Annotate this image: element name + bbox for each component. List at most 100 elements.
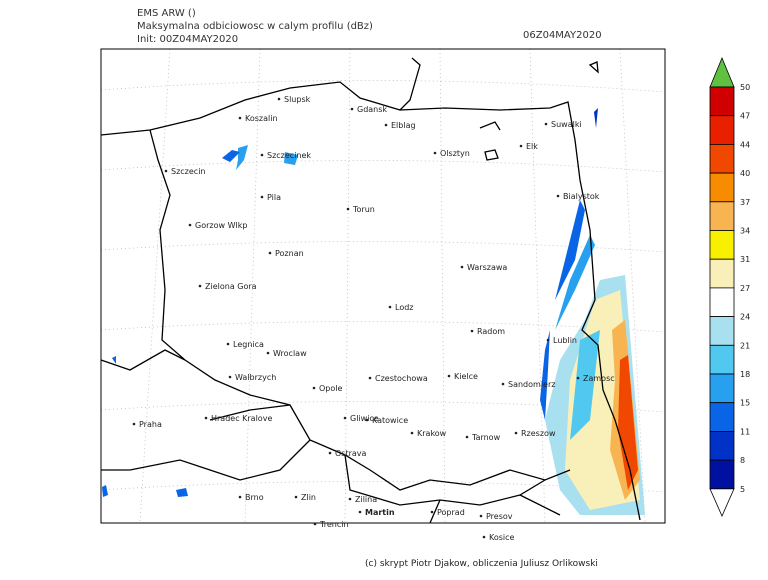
city-label: Gdansk bbox=[357, 105, 387, 114]
city-label: Lublin bbox=[553, 336, 577, 345]
colorbar-tick-label: 37 bbox=[740, 198, 750, 207]
city-dot bbox=[266, 351, 270, 355]
city-dot bbox=[328, 451, 332, 455]
city-label: Szczecinek bbox=[267, 151, 311, 160]
city-label: Suwalki bbox=[551, 120, 582, 129]
city-dot bbox=[501, 382, 505, 386]
city-dot bbox=[514, 431, 518, 435]
city-dot bbox=[132, 422, 136, 426]
city-dot bbox=[430, 510, 434, 514]
city-label: Zamosc bbox=[583, 374, 615, 383]
city-dot bbox=[576, 376, 580, 380]
city-label: Radom bbox=[477, 327, 505, 336]
colorbar: 50 47 44 40 37 34 31 27 24 21 18 15 11 8 5 bbox=[709, 56, 750, 517]
radar-echoes bbox=[102, 108, 645, 515]
colorbar-tick-label: 21 bbox=[740, 341, 750, 350]
city-dot bbox=[479, 514, 483, 518]
city-label: Zielona Gora bbox=[205, 282, 257, 291]
city-dot bbox=[384, 123, 388, 127]
colorbar-tick-label: 18 bbox=[740, 370, 750, 379]
city-dot bbox=[470, 329, 474, 333]
city-dot bbox=[204, 416, 208, 420]
colorbar-tick-label: 31 bbox=[740, 255, 750, 264]
colorbar-box bbox=[709, 373, 735, 404]
city-label: Gliwice bbox=[350, 414, 379, 423]
city-dot bbox=[348, 497, 352, 501]
colorbar-tick-label: 50 bbox=[740, 83, 750, 92]
city-label: Poprad bbox=[437, 508, 465, 517]
colorbar-box bbox=[709, 230, 735, 260]
city-label: Bialystok bbox=[563, 192, 600, 201]
colorbar-box bbox=[709, 459, 735, 490]
city-dot bbox=[365, 418, 369, 422]
colorbar-box bbox=[709, 115, 735, 145]
colorbar-tick-label: 11 bbox=[740, 427, 750, 436]
valid-time: 06Z04MAY2020 bbox=[523, 30, 602, 41]
city-label: Slupsk bbox=[284, 95, 311, 104]
city-dot bbox=[238, 116, 242, 120]
graticule bbox=[100, 48, 666, 524]
colorbar-tick-label: 47 bbox=[740, 112, 750, 121]
city-label: Hradec Kralove bbox=[211, 414, 272, 423]
city-label: Sandomierz bbox=[508, 380, 555, 389]
colorbar-tick-label: 15 bbox=[740, 399, 750, 408]
city-label: Zilina bbox=[355, 495, 377, 504]
city-label: Opole bbox=[319, 384, 342, 393]
city-label: Trencin bbox=[319, 520, 349, 529]
colorbar-box bbox=[709, 258, 735, 289]
city-dot bbox=[226, 342, 230, 346]
colorbar-box bbox=[709, 430, 735, 461]
city-label: Pila bbox=[267, 193, 281, 202]
city-dot bbox=[388, 305, 392, 309]
city-dot bbox=[519, 144, 523, 148]
city-label: Olsztyn bbox=[440, 149, 470, 158]
city-label: Gorzow Wlkp bbox=[195, 221, 247, 230]
colorbar-tick-label: 8 bbox=[740, 456, 745, 465]
city-label: Brno bbox=[245, 493, 264, 502]
colorbar-box bbox=[709, 201, 735, 231]
city-label: Presov bbox=[486, 512, 513, 521]
colorbar-box bbox=[709, 287, 735, 317]
coast-and-borders bbox=[100, 57, 641, 524]
colorbar-tick-label: 5 bbox=[740, 485, 745, 494]
city-dot bbox=[368, 376, 372, 380]
colorbar-box bbox=[709, 172, 735, 203]
city-label: Martin bbox=[365, 508, 395, 517]
city-label: Rzeszow bbox=[521, 429, 556, 438]
colorbar-box bbox=[709, 402, 735, 432]
city-dot bbox=[228, 375, 232, 379]
city-label: Walbrzych bbox=[235, 373, 276, 382]
city-dot bbox=[313, 522, 317, 526]
city-dot bbox=[260, 195, 264, 199]
city-label: Lodz bbox=[395, 303, 414, 312]
init-time: Init: 00Z04MAY2020 bbox=[137, 34, 238, 45]
city-dot bbox=[482, 535, 486, 539]
city-label: Czestochowa bbox=[375, 374, 428, 383]
city-label: Elk bbox=[526, 142, 538, 151]
city-dot bbox=[294, 495, 298, 499]
city-label: Elblag bbox=[391, 121, 416, 130]
colorbar-tick-label: 24 bbox=[740, 313, 750, 322]
city-label: Legnica bbox=[233, 340, 264, 349]
colorbar-tick-label: 27 bbox=[740, 284, 750, 293]
city-dot bbox=[260, 153, 264, 157]
city-dot bbox=[556, 194, 560, 198]
city-dot bbox=[410, 431, 414, 435]
city-dot bbox=[447, 374, 451, 378]
colorbar-box bbox=[709, 143, 735, 174]
city-label: Wroclaw bbox=[273, 349, 307, 358]
map-frame bbox=[100, 48, 666, 524]
city-label: Kielce bbox=[454, 372, 478, 381]
city-dot bbox=[312, 386, 316, 390]
colorbar-tick-label: 44 bbox=[740, 140, 750, 149]
city-dot bbox=[238, 495, 242, 499]
city-label: Torun bbox=[352, 205, 375, 214]
city-label: Zlin bbox=[301, 493, 316, 502]
city-label: Poznan bbox=[275, 249, 304, 258]
city-dot bbox=[268, 251, 272, 255]
city-label: Krakow bbox=[417, 429, 447, 438]
city-label: Koszalin bbox=[245, 114, 278, 123]
colorbar-box bbox=[709, 316, 735, 346]
